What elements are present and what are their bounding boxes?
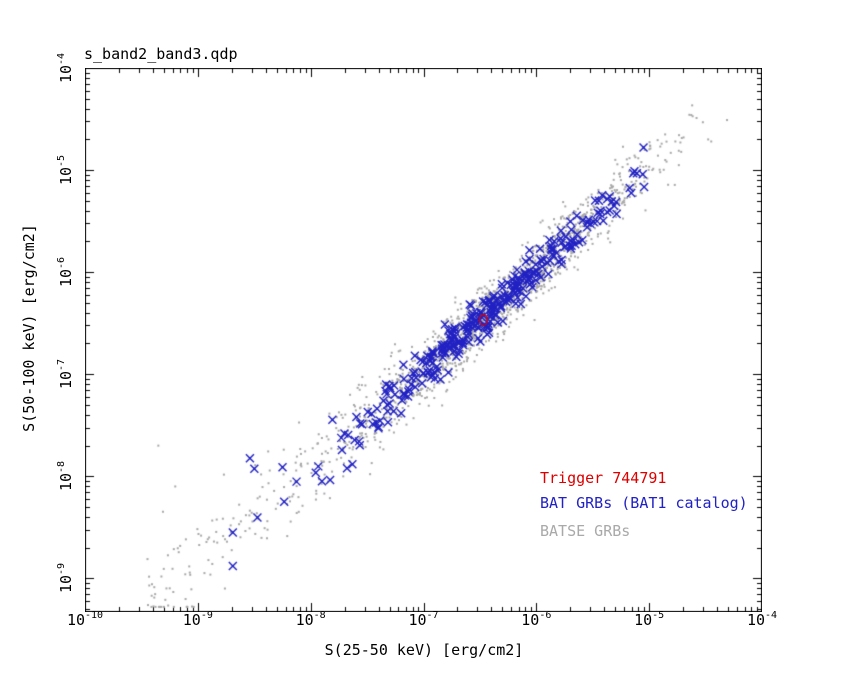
legend-entry-bat-grbs: BAT GRBs (BAT1 catalog) <box>540 494 748 512</box>
legend-entry-trigger: Trigger 744791 <box>540 469 667 487</box>
legend-entry-batse-grbs: BATSE GRBs <box>540 522 631 540</box>
y-tick-label: 10-7 <box>56 359 75 390</box>
x-tick-label: 10-6 <box>521 610 552 629</box>
x-tick-label: 10-5 <box>634 610 665 629</box>
x-tick-label: 10-8 <box>295 610 326 629</box>
x-tick-label: 10-4 <box>746 610 778 629</box>
y-axis-label: S(50-100 keV) [erg/cm2] <box>20 224 38 432</box>
x-axis-label: S(25-50 keV) [erg/cm2] <box>324 641 524 659</box>
plot-title: s_band2_band3.qdp <box>84 45 238 63</box>
y-tick-label: 10-4 <box>56 52 75 84</box>
y-tick-label: 10-8 <box>56 461 75 492</box>
x-tick-label: 10-10 <box>66 610 104 629</box>
x-tick-label: 10-7 <box>408 610 439 629</box>
scatter-plot-canvas <box>85 68 762 612</box>
y-tick-label: 10-5 <box>56 155 75 186</box>
y-tick-label: 10-6 <box>56 257 75 288</box>
x-tick-label: 10-9 <box>182 610 213 629</box>
y-tick-label: 10-9 <box>56 563 75 594</box>
